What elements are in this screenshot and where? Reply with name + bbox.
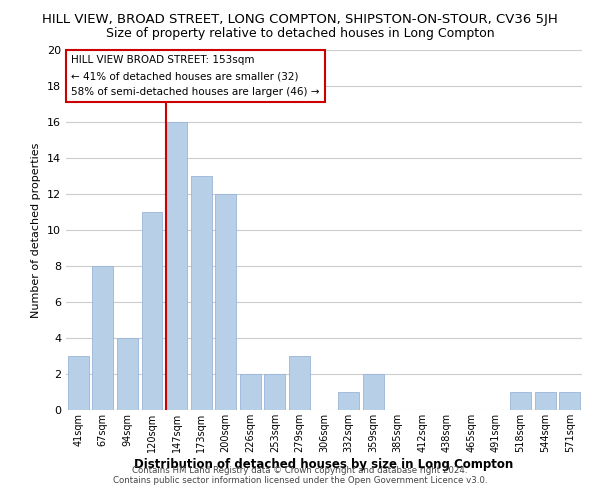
Bar xyxy=(215,194,236,410)
Y-axis label: Number of detached properties: Number of detached properties xyxy=(31,142,41,318)
Text: HILL VIEW, BROAD STREET, LONG COMPTON, SHIPSTON-ON-STOUR, CV36 5JH: HILL VIEW, BROAD STREET, LONG COMPTON, S… xyxy=(42,12,558,26)
Bar xyxy=(92,266,113,410)
Text: Size of property relative to detached houses in Long Compton: Size of property relative to detached ho… xyxy=(106,28,494,40)
Bar xyxy=(338,392,359,410)
Bar xyxy=(191,176,212,410)
Bar xyxy=(362,374,383,410)
Bar xyxy=(559,392,580,410)
Bar xyxy=(142,212,163,410)
Bar xyxy=(68,356,89,410)
Bar xyxy=(117,338,138,410)
Bar xyxy=(265,374,286,410)
Bar xyxy=(166,122,187,410)
Bar xyxy=(289,356,310,410)
Bar xyxy=(240,374,261,410)
Text: Contains HM Land Registry data © Crown copyright and database right 2024.
Contai: Contains HM Land Registry data © Crown c… xyxy=(113,466,487,485)
Bar xyxy=(510,392,531,410)
X-axis label: Distribution of detached houses by size in Long Compton: Distribution of detached houses by size … xyxy=(134,458,514,470)
Bar xyxy=(535,392,556,410)
Text: HILL VIEW BROAD STREET: 153sqm
← 41% of detached houses are smaller (32)
58% of : HILL VIEW BROAD STREET: 153sqm ← 41% of … xyxy=(71,56,320,96)
